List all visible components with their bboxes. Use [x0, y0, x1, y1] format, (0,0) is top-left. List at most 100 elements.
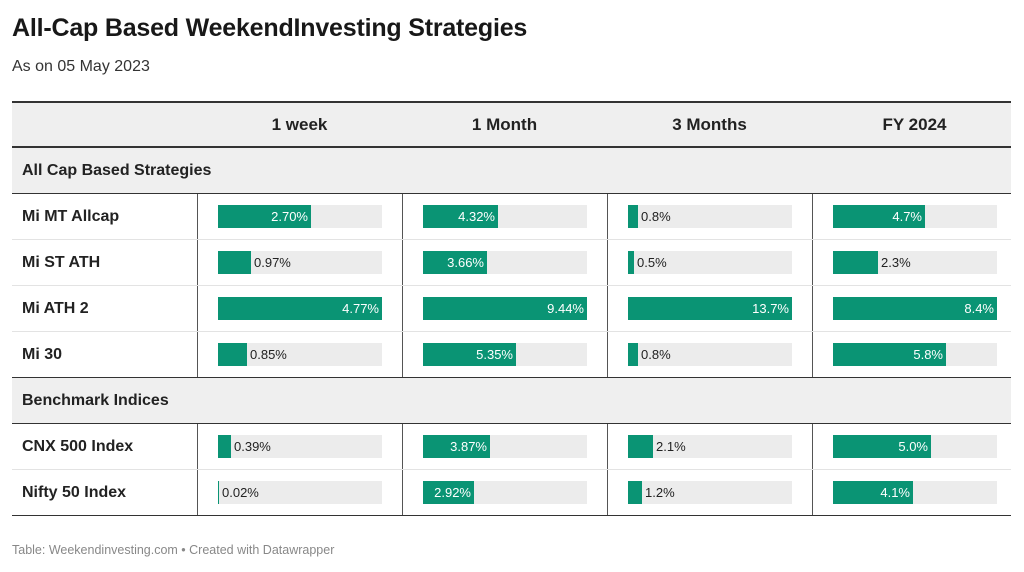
- row-label: Mi MT Allcap: [22, 207, 120, 225]
- value-cell: 2.70%: [197, 194, 402, 239]
- value-cell: 0.8%: [607, 194, 812, 239]
- value-cell: 4.1%: [812, 470, 1017, 515]
- bar-track: 4.77%: [218, 297, 382, 320]
- row-label: Mi ST ATH: [22, 253, 101, 271]
- value-cell: 9.44%: [402, 286, 607, 331]
- bar: [218, 343, 247, 366]
- value-cell: 5.0%: [812, 424, 1017, 469]
- row-label: Mi ATH 2: [22, 299, 89, 317]
- data-label: 13.7%: [752, 301, 789, 316]
- bar-track: 0.8%: [628, 343, 792, 366]
- bar-track: 5.0%: [833, 435, 997, 458]
- bar: [423, 205, 498, 228]
- bar: [218, 297, 382, 320]
- value-cell: 0.39%: [197, 424, 402, 469]
- bar: [833, 297, 997, 320]
- table-body: All Cap Based Strategies Mi MT Allcap 2.70…: [12, 148, 1011, 516]
- bar-track: 9.44%: [423, 297, 587, 320]
- bar: [628, 343, 638, 366]
- data-label: 5.8%: [913, 347, 943, 362]
- bar-track: 0.39%: [218, 435, 382, 458]
- bar-track: 4.7%: [833, 205, 997, 228]
- data-label: 2.70%: [271, 209, 308, 224]
- bar-track: 2.70%: [218, 205, 382, 228]
- bar: [833, 205, 925, 228]
- value-cell: 2.1%: [607, 424, 812, 469]
- bar-track: 5.35%: [423, 343, 587, 366]
- bar: [628, 251, 634, 274]
- data-label: 0.85%: [250, 347, 287, 362]
- data-label: 0.97%: [254, 255, 291, 270]
- data-label: 3.66%: [447, 255, 484, 270]
- bar: [628, 205, 638, 228]
- value-cell: 1.2%: [607, 470, 812, 515]
- bar-track: 4.1%: [833, 481, 997, 504]
- table-row: Mi ATH 2 4.77% 9.44% 13.7% 8.4%: [12, 286, 1011, 332]
- bar: [628, 481, 642, 504]
- chart-subtitle: As on 05 May 2023: [12, 58, 150, 75]
- bar-track: 8.4%: [833, 297, 997, 320]
- bar-track: 2.3%: [833, 251, 997, 274]
- bar-track: 0.02%: [218, 481, 382, 504]
- data-label: 4.1%: [880, 485, 910, 500]
- value-cell: 0.5%: [607, 240, 812, 285]
- bar-track: 0.85%: [218, 343, 382, 366]
- bar-track: 0.8%: [628, 205, 792, 228]
- bar: [218, 251, 251, 274]
- chart-title: All-Cap Based WeekendInvesting Strategie…: [12, 14, 528, 42]
- data-label: 1.2%: [645, 485, 675, 500]
- column-header-1-week[interactable]: 1 week: [271, 114, 328, 134]
- table-row: CNX 500 Index 0.39% 3.87% 2.1% 5.0%: [12, 424, 1011, 470]
- value-cell: 0.8%: [607, 332, 812, 377]
- data-label: 2.3%: [881, 255, 911, 270]
- bar: [218, 205, 311, 228]
- bar-track: 1.2%: [628, 481, 792, 504]
- column-header-3-months[interactable]: 3 Months: [672, 114, 747, 134]
- data-label: 0.8%: [641, 347, 671, 362]
- data-label: 5.35%: [476, 347, 513, 362]
- value-cell: 0.85%: [197, 332, 402, 377]
- table-row: Mi ST ATH 0.97% 3.66% 0.5% 2.3%: [12, 240, 1011, 286]
- data-label: 0.02%: [222, 485, 259, 500]
- data-label: 0.5%: [637, 255, 667, 270]
- bar: [423, 435, 490, 458]
- bar-track: 5.8%: [833, 343, 997, 366]
- data-label: 5.0%: [898, 439, 928, 454]
- data-label: 9.44%: [547, 301, 584, 316]
- bar: [833, 251, 878, 274]
- footer-credit: Table: Weekendinvesting.com • Created wi…: [12, 543, 335, 557]
- data-label: 0.39%: [234, 439, 271, 454]
- bar: [423, 481, 474, 504]
- data-label: 0.8%: [641, 209, 671, 224]
- data-label: 4.7%: [892, 209, 922, 224]
- bar-track: 3.66%: [423, 251, 587, 274]
- data-label: 8.4%: [964, 301, 994, 316]
- column-header-1-month[interactable]: 1 Month: [471, 114, 538, 134]
- value-cell: 2.3%: [812, 240, 1017, 285]
- table-row: Nifty 50 Index 0.02% 2.92% 1.2% 4.1%: [12, 470, 1011, 516]
- value-cell: 5.35%: [402, 332, 607, 377]
- data-label: 4.77%: [342, 301, 379, 316]
- value-cell: 8.4%: [812, 286, 1017, 331]
- bar: [218, 435, 231, 458]
- bar-track: 2.1%: [628, 435, 792, 458]
- row-label: Mi 30: [22, 345, 63, 363]
- bar: [628, 297, 792, 320]
- column-header-fy-2024[interactable]: FY 2024: [882, 114, 947, 134]
- header-row: 1 week 1 Month 3 Months FY 2024: [12, 101, 1011, 148]
- group-row-benchmark-indices: Benchmark Indices: [12, 378, 1011, 424]
- value-cell: 5.8%: [812, 332, 1017, 377]
- bar: [833, 435, 931, 458]
- data-label: 4.32%: [458, 209, 495, 224]
- bar: [218, 481, 219, 504]
- bar-track: 0.5%: [628, 251, 792, 274]
- value-cell: 0.97%: [197, 240, 402, 285]
- bar: [833, 481, 913, 504]
- bar-track: 3.87%: [423, 435, 587, 458]
- value-cell: 3.87%: [402, 424, 607, 469]
- bar-track: 2.92%: [423, 481, 587, 504]
- data-label: 2.1%: [656, 439, 686, 454]
- table-row: Mi 30 0.85% 5.35% 0.8% 5.8%: [12, 332, 1011, 378]
- value-cell: 4.77%: [197, 286, 402, 331]
- value-cell: 2.92%: [402, 470, 607, 515]
